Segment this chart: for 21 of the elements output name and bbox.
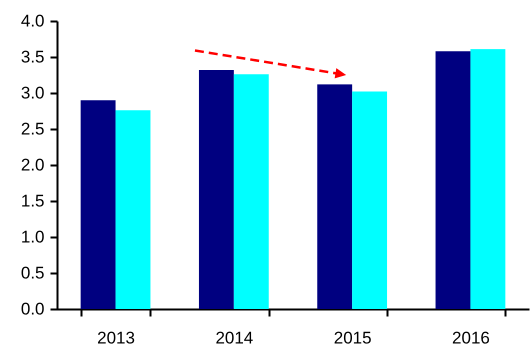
y-tick-label: 3.5 [20,48,44,66]
x-tick-label: 2014 [215,328,254,348]
y-tick-label: 0.5 [20,264,44,282]
y-tick-label: 2.0 [20,156,44,174]
x-tick-label: 2016 [452,328,490,348]
bar [436,51,470,309]
bar [317,84,352,309]
y-tick-label: 3.0 [20,84,44,102]
y-tick-label: 0.0 [20,300,44,318]
bar [234,74,269,309]
bar [80,100,116,309]
y-tick-label: 1.0 [20,228,44,246]
bar [116,110,150,309]
x-tick-label: 2013 [97,328,135,348]
y-tick-label: 4.0 [20,12,44,30]
y-tick-label: 2.5 [20,120,44,138]
y-tick-label: 1.5 [20,192,44,210]
x-tick-label: 2015 [334,328,372,348]
bar [352,92,388,309]
bar [198,70,234,309]
bar [470,49,506,309]
